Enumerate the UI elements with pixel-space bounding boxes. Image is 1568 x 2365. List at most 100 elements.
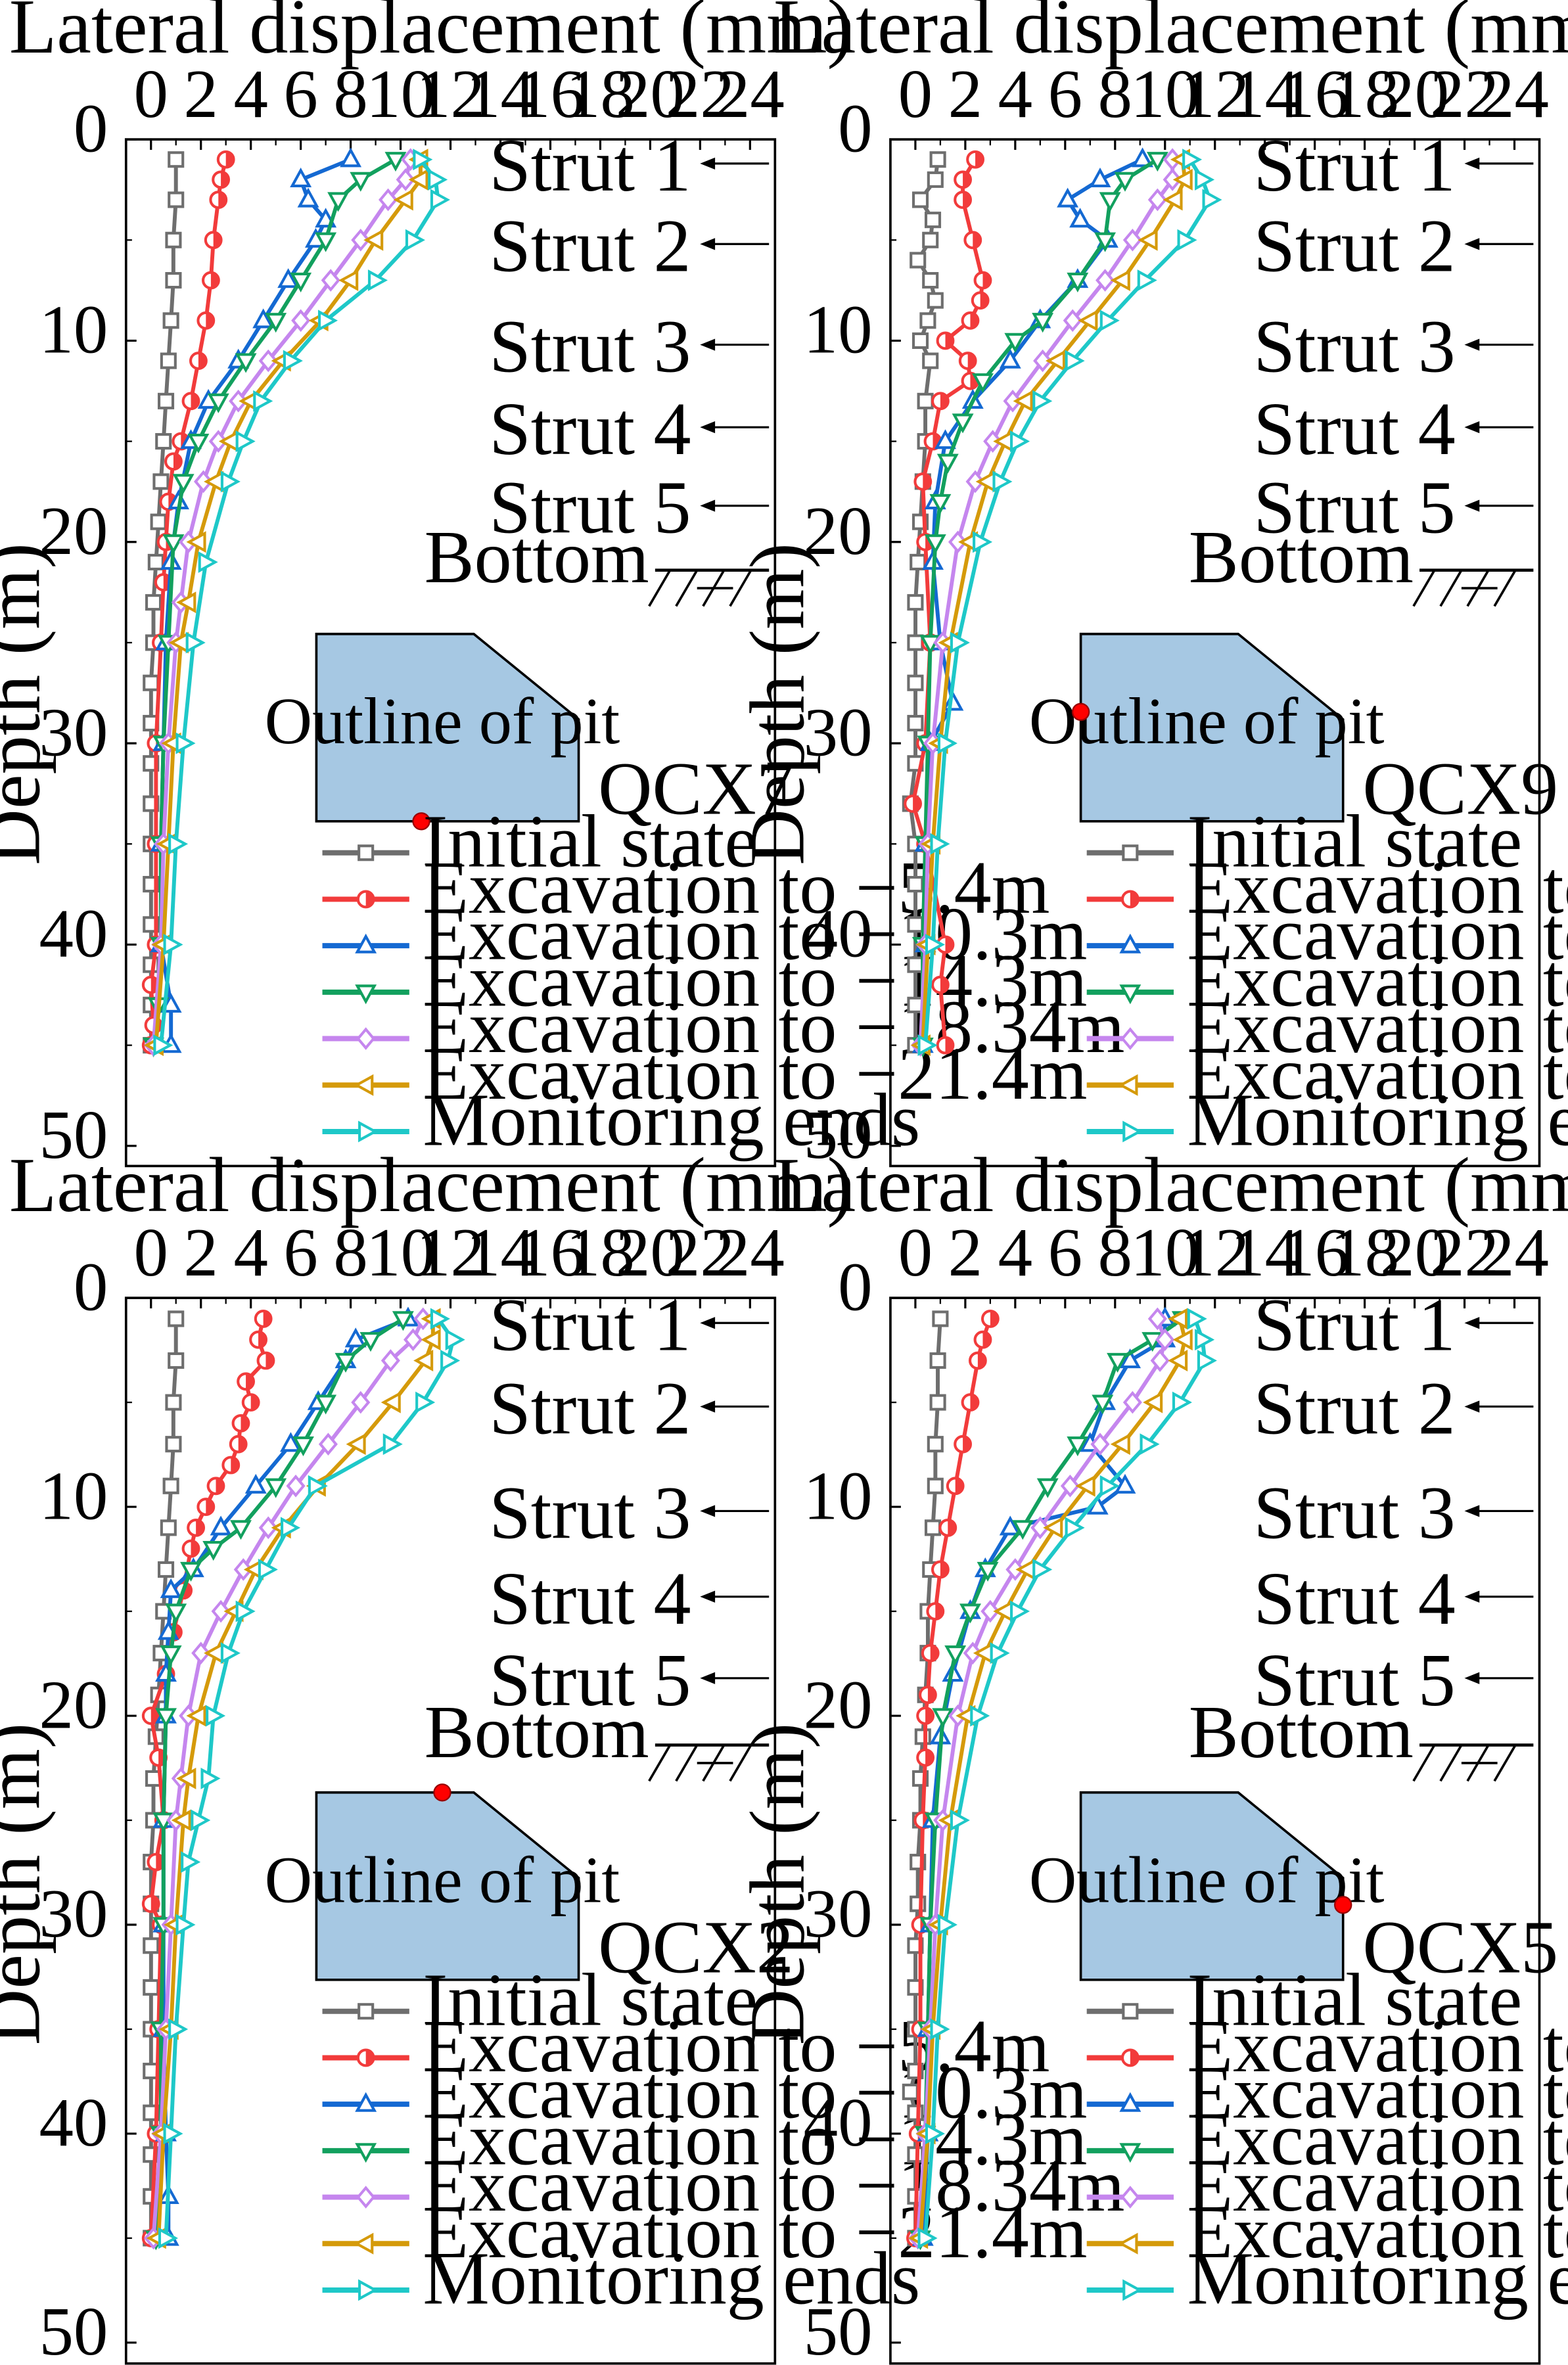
data-point xyxy=(1010,430,1030,453)
station-label: QCX7 xyxy=(598,746,794,830)
strut-arrowhead xyxy=(1464,338,1480,351)
legend-item: Initial state xyxy=(322,1958,758,2041)
strut-arrowhead xyxy=(1464,238,1480,250)
y-axis-title: Depth (m) xyxy=(0,1723,56,2046)
data-point xyxy=(1004,333,1026,353)
strut-2: Strut 2 xyxy=(489,204,770,287)
data-point xyxy=(1147,188,1167,212)
legend-marker xyxy=(358,2279,379,2301)
data-point xyxy=(938,1518,957,1537)
data-point xyxy=(926,1602,945,1620)
data-point xyxy=(936,1036,955,1055)
data-point-fill xyxy=(925,1749,933,1766)
legend-marker xyxy=(357,844,375,861)
series-5 xyxy=(143,1307,433,2250)
x-tick-label: 10 xyxy=(366,56,435,132)
data-point xyxy=(430,189,450,211)
data-point xyxy=(171,1809,191,1831)
strut-label: Strut 5 xyxy=(1254,466,1456,549)
data-point xyxy=(351,1390,371,1414)
data-point xyxy=(973,1330,992,1349)
excavation-bottom: Bottom xyxy=(1189,515,1534,607)
data-point xyxy=(924,534,946,555)
legend-label: Initial state xyxy=(423,1958,758,2041)
data-point xyxy=(191,1642,211,1665)
legend-item: Excavation to −21.4m xyxy=(322,2190,1087,2274)
data-point xyxy=(211,1599,231,1623)
strut-arrowhead xyxy=(700,338,716,351)
legend-item: Excavation to −5.4m xyxy=(322,2004,1049,2088)
y-tick-label: 10 xyxy=(39,292,108,368)
data-point xyxy=(968,1351,987,1370)
y-tick-label: 30 xyxy=(39,1875,108,1952)
strut-label: Strut 2 xyxy=(1254,204,1456,287)
data-point xyxy=(384,152,407,172)
data-point xyxy=(927,292,944,309)
legend-marker xyxy=(354,1074,374,1096)
data-point xyxy=(210,1515,232,1536)
data-point xyxy=(948,530,968,554)
pit-shape xyxy=(1079,1791,1345,1981)
legend-label: Excavation to −10.3m xyxy=(1188,892,1568,976)
data-point xyxy=(919,312,936,329)
legend-item: Excavation to −5.4m xyxy=(1086,2004,1568,2088)
data-point xyxy=(936,453,959,474)
x-tick-label: 14 xyxy=(466,56,535,132)
legend-marker xyxy=(354,2232,374,2255)
legend-item: Excavation to −18.34m xyxy=(1086,985,1568,1068)
series-line xyxy=(164,1318,455,2239)
excavation-bottom: Bottom xyxy=(425,515,770,607)
data-point xyxy=(160,1578,182,1598)
legend-item: Excavation to −18.34m xyxy=(322,2144,1124,2227)
data-point xyxy=(286,1474,306,1498)
pit-outline-label: Outline of pit xyxy=(1029,685,1385,758)
data-point-fill xyxy=(150,1896,159,1912)
data-point xyxy=(258,349,278,373)
legend-marker xyxy=(1119,2092,1141,2112)
pit-outline-label: Outline of pit xyxy=(265,1843,620,1916)
data-point xyxy=(279,1432,302,1452)
legend-marker xyxy=(1120,2186,1140,2209)
data-point xyxy=(990,1642,1010,1665)
data-point xyxy=(1075,1475,1095,1497)
data-point xyxy=(961,311,980,330)
legend-label: Monitoring ends xyxy=(423,2236,920,2320)
data-point-fill xyxy=(945,333,954,349)
data-point-fill xyxy=(973,232,981,248)
strut-arrowhead xyxy=(1464,1505,1480,1517)
data-point xyxy=(918,1686,937,1705)
data-point xyxy=(229,390,248,413)
pit-outline-label: Outline of pit xyxy=(265,685,620,758)
data-point xyxy=(160,1645,182,1666)
data-point xyxy=(147,553,164,570)
data-point xyxy=(155,1708,177,1728)
series-5 xyxy=(908,1307,1175,2250)
x-tick-label: 12 xyxy=(416,1214,485,1291)
data-point xyxy=(321,269,340,292)
data-point xyxy=(207,393,229,413)
data-point xyxy=(277,268,300,288)
data-point xyxy=(265,1478,287,1498)
data-point-fill xyxy=(246,1373,254,1390)
x-tick-label: 20 xyxy=(616,1214,685,1291)
data-point-fill xyxy=(218,192,227,208)
station-marker xyxy=(433,1783,451,1802)
data-point xyxy=(413,149,433,171)
strut-1: Strut 1 xyxy=(1254,1283,1534,1366)
data-point xyxy=(950,631,970,654)
data-point xyxy=(172,474,195,494)
hatch-line xyxy=(648,569,672,607)
data-point xyxy=(1095,269,1115,292)
hatch-line xyxy=(648,1744,672,1782)
data-point xyxy=(168,1352,185,1369)
data-point xyxy=(408,168,428,191)
data-point xyxy=(175,1914,196,1936)
y-tick-label: 50 xyxy=(804,1097,873,1173)
data-point xyxy=(931,975,950,994)
data-point xyxy=(1003,390,1023,413)
